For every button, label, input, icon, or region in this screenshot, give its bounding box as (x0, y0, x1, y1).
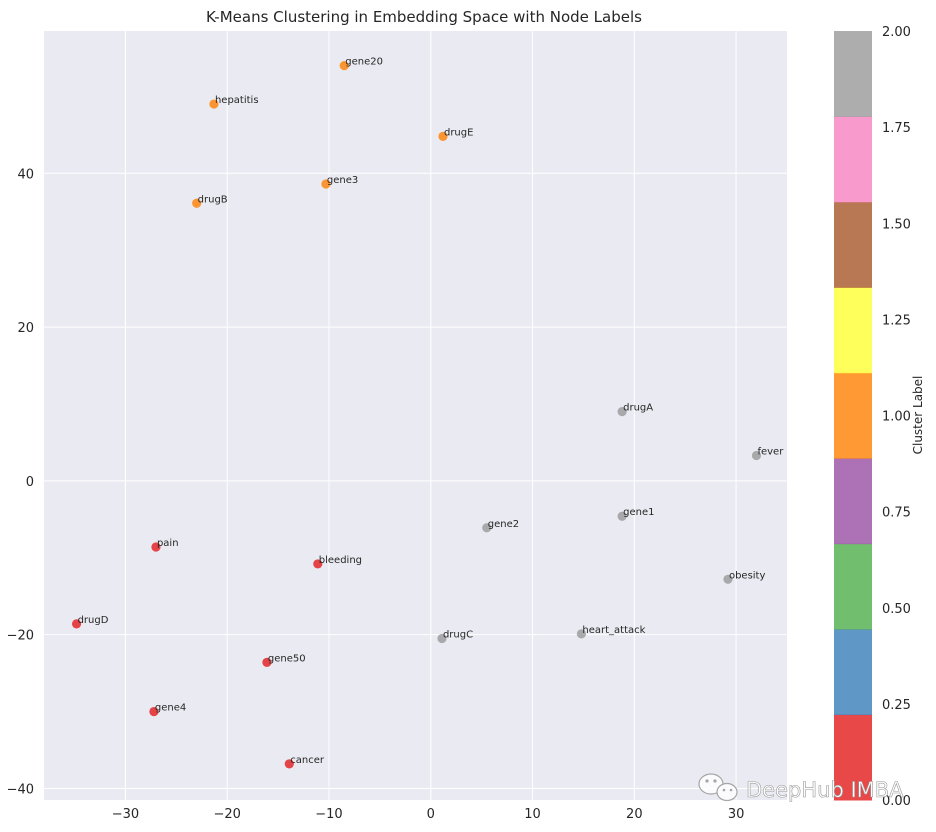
colorbar-tick-label: 0.25 (882, 698, 911, 713)
data-point (617, 511, 627, 521)
y-tick-label: −20 (7, 629, 34, 644)
data-point (723, 574, 733, 584)
colorbar-tick-label: 0.00 (882, 794, 911, 809)
x-tick-label: 30 (728, 807, 745, 822)
point-label: fever (757, 446, 784, 457)
scatter-points: gene20 hepatitis drugE gene3 drugB drugA fever… (71, 57, 784, 769)
point-label: gene1 (623, 507, 654, 518)
y-tick-label: −40 (7, 782, 34, 797)
point-label: drugC (443, 630, 473, 641)
x-tick-label: 10 (524, 807, 541, 822)
data-point (313, 559, 323, 569)
x-tick-label: −10 (315, 807, 342, 822)
data-point (617, 407, 627, 417)
y-tick-label: 20 (17, 321, 34, 336)
grid-lines (44, 31, 787, 800)
point-label: gene20 (345, 57, 383, 68)
colorbar: 0.00 0.25 0.50 0.75 1.00 1.25 1.50 1.75 2.00 (834, 25, 911, 809)
data-point (262, 657, 272, 667)
colorbar-tick-label: 0.75 (882, 506, 911, 521)
watermark: DeepHub IMBA (698, 773, 904, 802)
point-label: drugD (78, 615, 109, 626)
colorbar-segment (834, 116, 872, 203)
colorbar-segment (834, 287, 872, 374)
data-point (284, 759, 294, 769)
chart-title: K-Means Clustering in Embedding Space wi… (206, 8, 642, 26)
y-tick-label: 40 (17, 167, 34, 182)
data-point (438, 131, 448, 141)
wechat-icon (698, 773, 738, 802)
x-tick-label: −30 (112, 807, 139, 822)
y-tick-label: 0 (26, 475, 34, 490)
point-label: gene50 (268, 653, 306, 664)
colorbar-segment (834, 31, 872, 117)
data-point (576, 629, 587, 639)
data-point (71, 619, 82, 629)
colorbar-label: Cluster Label (911, 376, 925, 455)
data-point (151, 542, 161, 552)
data-point (437, 633, 447, 644)
point-label: obesity (729, 570, 766, 581)
plot-area (44, 31, 787, 800)
colorbar-tick-label: 1.25 (882, 313, 911, 328)
colorbar-tick-label: 1.75 (882, 121, 911, 136)
point-label: heart_attack (582, 625, 645, 636)
y-axis-ticks: −40 −20 0 20 40 (7, 167, 34, 797)
point-label: gene3 (327, 175, 358, 186)
point-label: gene4 (155, 703, 186, 714)
point-label: drugE (444, 127, 473, 138)
point-label: cancer (290, 755, 325, 766)
data-point (339, 61, 349, 71)
colorbar-tick-label: 1.50 (882, 217, 911, 232)
colorbar-segment (834, 201, 872, 288)
point-label: bleeding (319, 555, 362, 566)
data-point (149, 706, 159, 717)
point-label: drugB (198, 194, 228, 205)
colorbar-segment (834, 543, 872, 630)
data-point (192, 198, 202, 208)
data-point (321, 179, 331, 189)
colorbar-tick-label: 1.00 (882, 410, 911, 425)
x-tick-label: 0 (427, 807, 435, 822)
colorbar-segment (834, 372, 872, 459)
colorbar-segment (834, 629, 872, 716)
x-tick-label: −20 (213, 807, 240, 822)
watermark-text: DeepHub IMBA (746, 778, 904, 802)
x-axis-ticks: −30 −20 −10 0 10 20 30 (112, 807, 745, 822)
colorbar-segment (834, 458, 872, 545)
data-point (751, 450, 762, 461)
point-label: gene2 (488, 519, 519, 530)
point-label: pain (157, 538, 179, 549)
colorbar-segment (834, 714, 872, 801)
point-label: drugA (623, 403, 653, 414)
x-tick-label: 20 (626, 807, 643, 822)
point-label: hepatitis (215, 95, 259, 106)
colorbar-tick-label: 2.00 (882, 25, 911, 40)
colorbar-tick-label: 0.50 (882, 602, 911, 617)
data-point (209, 99, 219, 109)
data-point (482, 523, 492, 533)
